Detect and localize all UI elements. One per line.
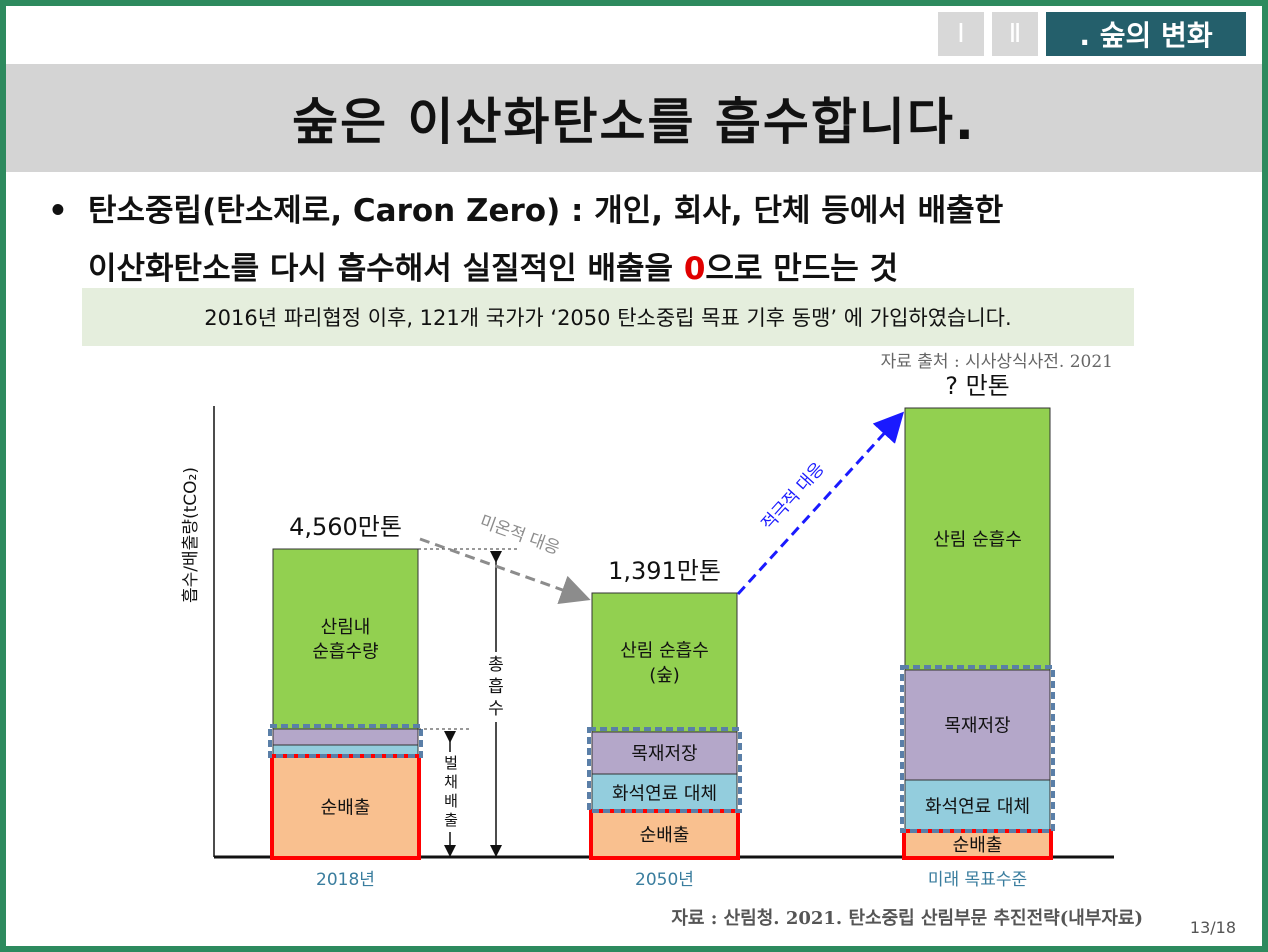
bar-label-0-3-line1: 순흡수량 (312, 641, 378, 662)
active-response-arrow (736, 411, 905, 596)
bar-0-3 (272, 548, 419, 730)
bullet-definition: • 탄소중립(탄소제로, Caron Zero) : 개인, 회사, 단체 등에… (48, 182, 1228, 298)
bullet-line-2: 이산화탄소를 다시 흡수해서 실질적인 배출을 0으로 만드는 것 (88, 240, 1228, 298)
bullet-line-2a: 이산화탄소를 다시 흡수해서 실질적인 배출을 (88, 251, 684, 287)
current-chapter-label: . 숲의 변화 (1046, 12, 1246, 56)
category-label-0: 2018년 (316, 870, 375, 890)
bullet-line-1: 탄소중립(탄소제로, Caron Zero) : 개인, 회사, 단체 등에서 … (88, 193, 1004, 229)
bar-label-0-0-line0: 순배출 (321, 797, 371, 818)
bar-2-2 (904, 669, 1051, 781)
harvest-emission-char-1: 채 (444, 773, 458, 791)
passive-response-arrow (419, 537, 591, 605)
bar-label-2-3-line0: 산림 순흡수 (933, 529, 1022, 550)
nav-chapter-2-button[interactable]: Ⅱ (992, 12, 1038, 56)
category-label-1: 2050년 (635, 870, 694, 890)
total-label-2: ? 만톤 (945, 372, 1010, 400)
bar-label-1-2-line0: 목재저장 (631, 743, 697, 764)
total-absorption-char-1: 흡 (488, 677, 504, 697)
title-bar: 숲은 이산화탄소를 흡수합니다. (6, 64, 1262, 172)
bullet-dot: • (48, 193, 68, 229)
bar-2-3 (904, 407, 1051, 671)
source-bottom: 자료 : 산림청. 2021. 탄소중립 산림부문 추진전략(내부자료) (671, 908, 1143, 929)
bar-label-1-3-line0: 산림 순흡수 (620, 641, 709, 662)
category-label-2: 미래 목표수준 (928, 870, 1027, 890)
total-label-1: 1,391만톤 (608, 557, 721, 585)
bar-1-2 (591, 731, 738, 775)
bar-0-2 (272, 728, 419, 746)
page-title: 숲은 이산화탄소를 흡수합니다. (292, 93, 976, 151)
total-absorption-label-bg (484, 652, 508, 722)
harvest-emission-char-2: 배 (444, 792, 458, 810)
harvest-emission-label-bg (440, 752, 462, 832)
harvest-emission-char-0: 벌 (444, 754, 458, 772)
wood-use-highlight-0 (268, 724, 423, 758)
bar-label-2-1-line0: 화석연료 대체 (925, 796, 1030, 817)
paris-agreement-note: 2016년 파리협정 이후, 121개 국가가 ‘2050 탄소중립 목표 기후… (82, 288, 1134, 346)
nav-chapter-1-button[interactable]: Ⅰ (938, 12, 984, 56)
zero-highlight: 0 (683, 251, 706, 287)
chapter-nav: Ⅰ Ⅱ . 숲의 변화 (938, 12, 1246, 56)
wood-use-highlight-2 (900, 665, 1055, 833)
total-absorption-char-0: 총 (488, 655, 504, 675)
total-absorption-char-2: 수 (488, 699, 504, 719)
bar-label-0-3-line0: 산림내 (321, 617, 371, 638)
y-axis-label: 흡수/배출량(tCO₂) (181, 467, 201, 603)
bar-1-1 (591, 773, 738, 813)
bar-label-1-3-line1: (숲) (649, 665, 680, 686)
wood-use-highlight-1 (587, 727, 742, 813)
bar-1-3 (591, 592, 738, 733)
page-number: 13/18 (1189, 918, 1236, 937)
bar-label-2-2-line0: 목재저장 (944, 715, 1010, 736)
bar-label-2-0-line0: 순배출 (953, 835, 1003, 856)
passive-response-label: 미온적 대응 (477, 512, 562, 559)
bar-label-1-0-line0: 순배출 (640, 825, 690, 846)
active-response-label: 적극적 대응 (758, 459, 829, 535)
harvest-emission-char-3: 출 (444, 811, 458, 829)
bar-label-1-1-line0: 화석연료 대체 (612, 783, 717, 804)
total-label-0: 4,560만톤 (289, 513, 402, 541)
bullet-line-2b: 으로 만드는 것 (705, 251, 899, 287)
source-top: 자료 출처 : 시사상식사전. 2021 (880, 352, 1113, 372)
